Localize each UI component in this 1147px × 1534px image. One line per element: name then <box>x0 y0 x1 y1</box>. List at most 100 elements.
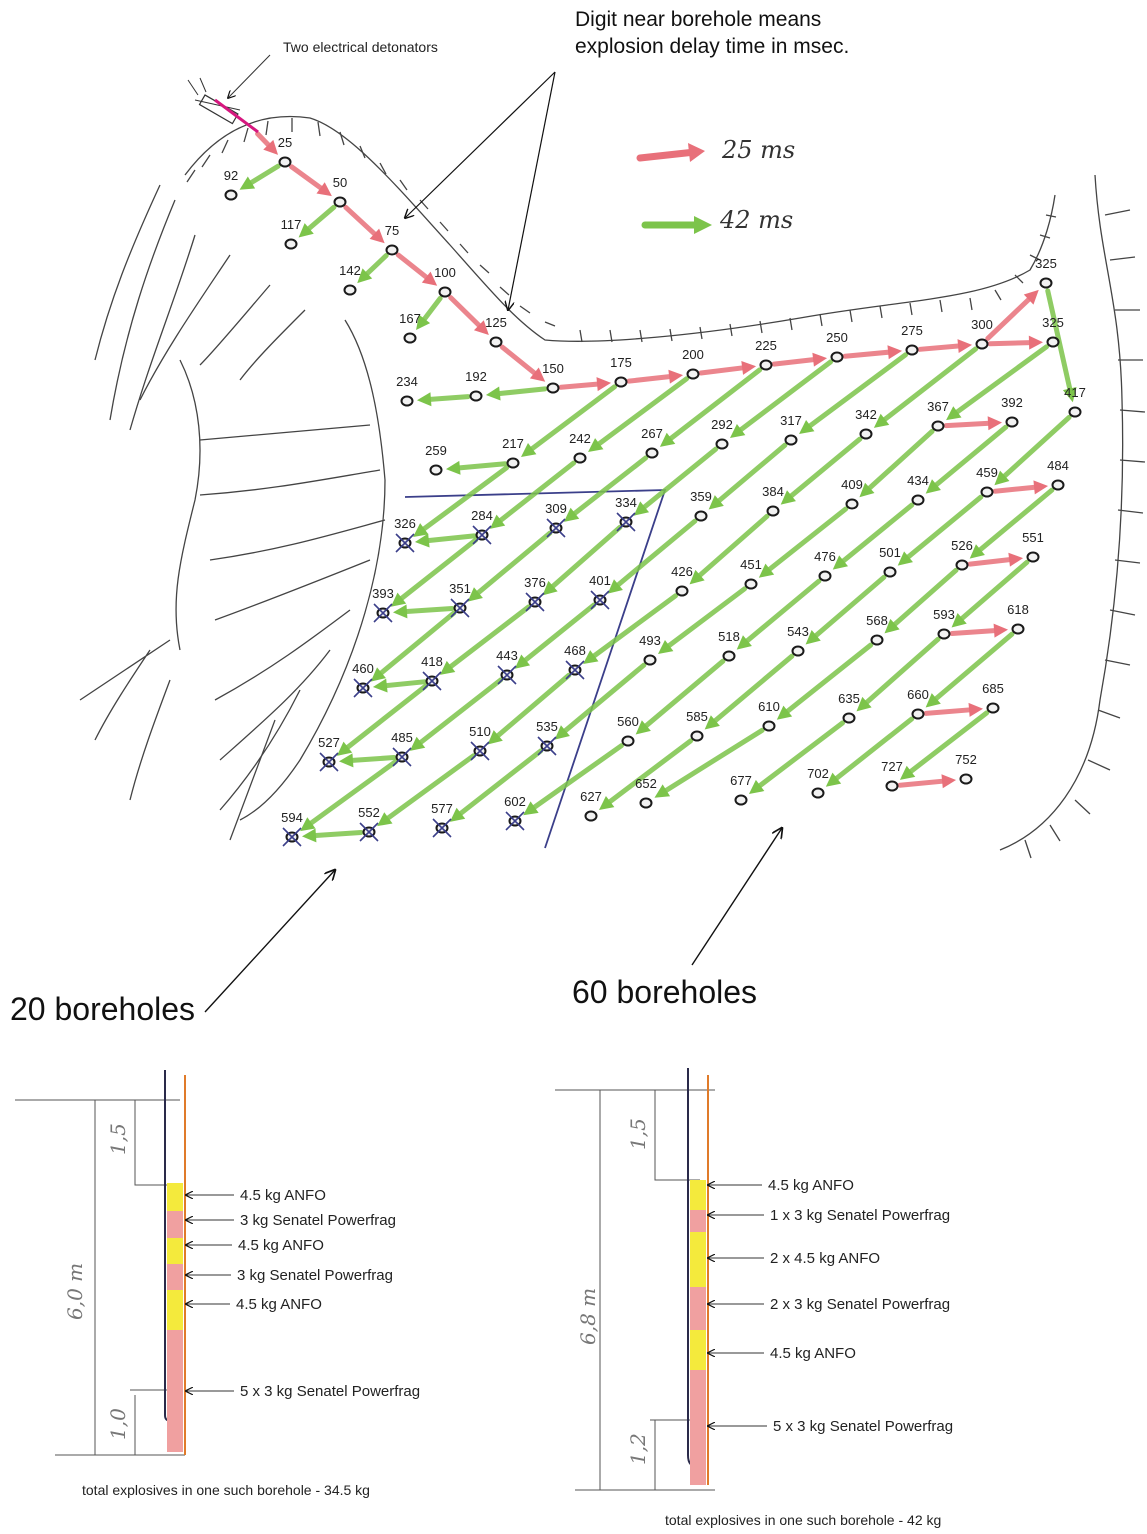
borehole: 585 <box>686 709 708 742</box>
initiation-arrow-shaft <box>443 604 532 673</box>
initiation-arrowhead <box>657 639 674 654</box>
right-borehole-section: 6,8 m 1,5 1,2 4.5 kg ANFO 1 x 3 kg Senate… <box>555 1068 953 1528</box>
borehole: 552 <box>358 805 380 842</box>
borehole-delay-label: 610 <box>758 699 780 714</box>
borehole-marker <box>762 720 776 732</box>
initiation-arrow-shaft <box>243 163 281 189</box>
borehole-delay-label: 384 <box>762 484 784 499</box>
borehole-cross-mark <box>590 590 610 610</box>
borehole: 92 <box>224 168 238 201</box>
borehole-cross-mark <box>565 660 585 680</box>
initiation-arrow-shaft <box>453 748 544 820</box>
borehole: 259 <box>425 443 447 476</box>
charge-label: 2 x 3 kg Senatel Powerfrag <box>770 1296 950 1313</box>
initiation-arrowhead <box>741 360 757 375</box>
initiation-arrowhead <box>659 432 676 447</box>
borehole: 175 <box>610 355 632 388</box>
initiation-arrow-shaft <box>420 533 477 544</box>
initiation-arrow-shaft <box>859 636 941 709</box>
borehole-delay-label: 585 <box>686 709 708 724</box>
borehole-cross-mark <box>353 678 373 698</box>
initiation-arrow-shaft <box>558 662 647 737</box>
initiation-arrow-shaft <box>499 344 542 380</box>
initiation-arrow-shaft <box>586 593 679 662</box>
borehole-marker <box>766 505 780 517</box>
charge-label: 4.5 kg ANFO <box>238 1237 324 1254</box>
borehole-marker <box>400 395 414 407</box>
borehole-marker <box>722 650 736 662</box>
right-stem-label: 1,5 <box>626 1118 650 1150</box>
initiation-arrowhead <box>654 784 671 798</box>
borehole-delay-label: 100 <box>434 265 456 280</box>
initiation-arrowhead <box>554 725 570 740</box>
left-zone-label: 20 boreholes <box>10 991 195 1027</box>
initiation-arrow-shaft <box>897 778 951 788</box>
initiation-arrow-shaft <box>524 384 618 455</box>
borehole-cross-mark <box>505 811 525 831</box>
borehole-delay-label: 300 <box>971 317 993 332</box>
borehole-delay-label: 351 <box>449 581 471 596</box>
borehole: 75 <box>385 223 399 256</box>
initiation-arrow-shaft <box>829 716 915 785</box>
right-zone-pointer <box>691 828 782 966</box>
borehole-marker <box>1011 623 1025 635</box>
borehole: 476 <box>814 549 836 582</box>
borehole: 325 <box>1035 256 1057 289</box>
initiation-arrow-shaft <box>398 606 455 615</box>
initiation-arrowhead <box>1008 552 1024 567</box>
borehole: 342 <box>855 407 877 440</box>
borehole: 702 <box>807 766 829 799</box>
initiation-arrowhead <box>390 592 407 607</box>
initiation-arrow-shaft <box>288 164 328 194</box>
borehole: 727 <box>881 759 903 792</box>
borehole-cross-mark <box>546 518 566 538</box>
borehole-delay-label: 635 <box>838 691 860 706</box>
initiation-arrowhead <box>969 544 985 559</box>
initiation-arrow-shaft <box>344 755 397 764</box>
borehole-marker <box>1039 277 1053 289</box>
initiation-arrowhead <box>357 268 373 284</box>
initiation-arrowhead <box>884 618 900 634</box>
initiation-arrowhead <box>467 587 483 602</box>
borehole-delay-label: 259 <box>425 443 447 458</box>
borehole-marker <box>1005 416 1019 428</box>
initiation-arrowhead <box>993 623 1009 638</box>
initiation-arrow-shaft <box>929 631 1015 705</box>
borehole-delay-label: 200 <box>682 347 704 362</box>
borehole: 417 <box>1064 385 1086 418</box>
initiation-arrowhead <box>336 741 353 756</box>
borehole-delay-label: 409 <box>841 477 863 492</box>
initiation-arrow-shaft <box>374 610 457 680</box>
initiation-arrow-shaft <box>842 349 897 359</box>
initiation-arrow-shaft <box>917 343 967 352</box>
initiation-arrow-shaft <box>343 204 382 241</box>
initiation-arrow-shaft <box>985 292 1036 341</box>
initiation-arrowhead <box>392 604 408 619</box>
borehole-marker <box>675 585 689 597</box>
borehole-delay-label: 150 <box>542 361 564 376</box>
initiation-arrowhead <box>780 490 796 505</box>
initiation-arrowhead <box>897 551 913 566</box>
borehole: 560 <box>617 714 639 747</box>
initiation-arrowhead <box>635 720 651 735</box>
borehole-marker <box>489 336 503 348</box>
charge-label: 5 x 3 kg Senatel Powerfrag <box>773 1418 953 1435</box>
right-zone-label: 60 boreholes <box>572 974 757 1010</box>
borehole-delay-label: 167 <box>399 311 421 326</box>
borehole: 326 <box>394 516 416 553</box>
initiation-arrowhead <box>372 678 388 693</box>
borehole-delay-label: 551 <box>1022 530 1044 545</box>
initiation-arrowhead <box>758 563 775 578</box>
borehole-delay-label: 593 <box>933 607 955 622</box>
initiation-arrow-shaft <box>693 513 770 582</box>
initiation-arrowhead <box>416 392 432 407</box>
borehole: 200 <box>682 347 704 380</box>
initiation-arrowhead <box>856 696 872 712</box>
borehole-delay-label: 434 <box>907 473 929 488</box>
borehole-delay-label: 325 <box>1042 315 1064 330</box>
initiation-arrowhead <box>473 320 489 335</box>
initiation-arrow-shaft <box>997 414 1072 483</box>
charge-label: 4.5 kg ANFO <box>236 1296 322 1313</box>
borehole-delay-label: 493 <box>639 633 661 648</box>
borehole: 610 <box>758 699 780 732</box>
